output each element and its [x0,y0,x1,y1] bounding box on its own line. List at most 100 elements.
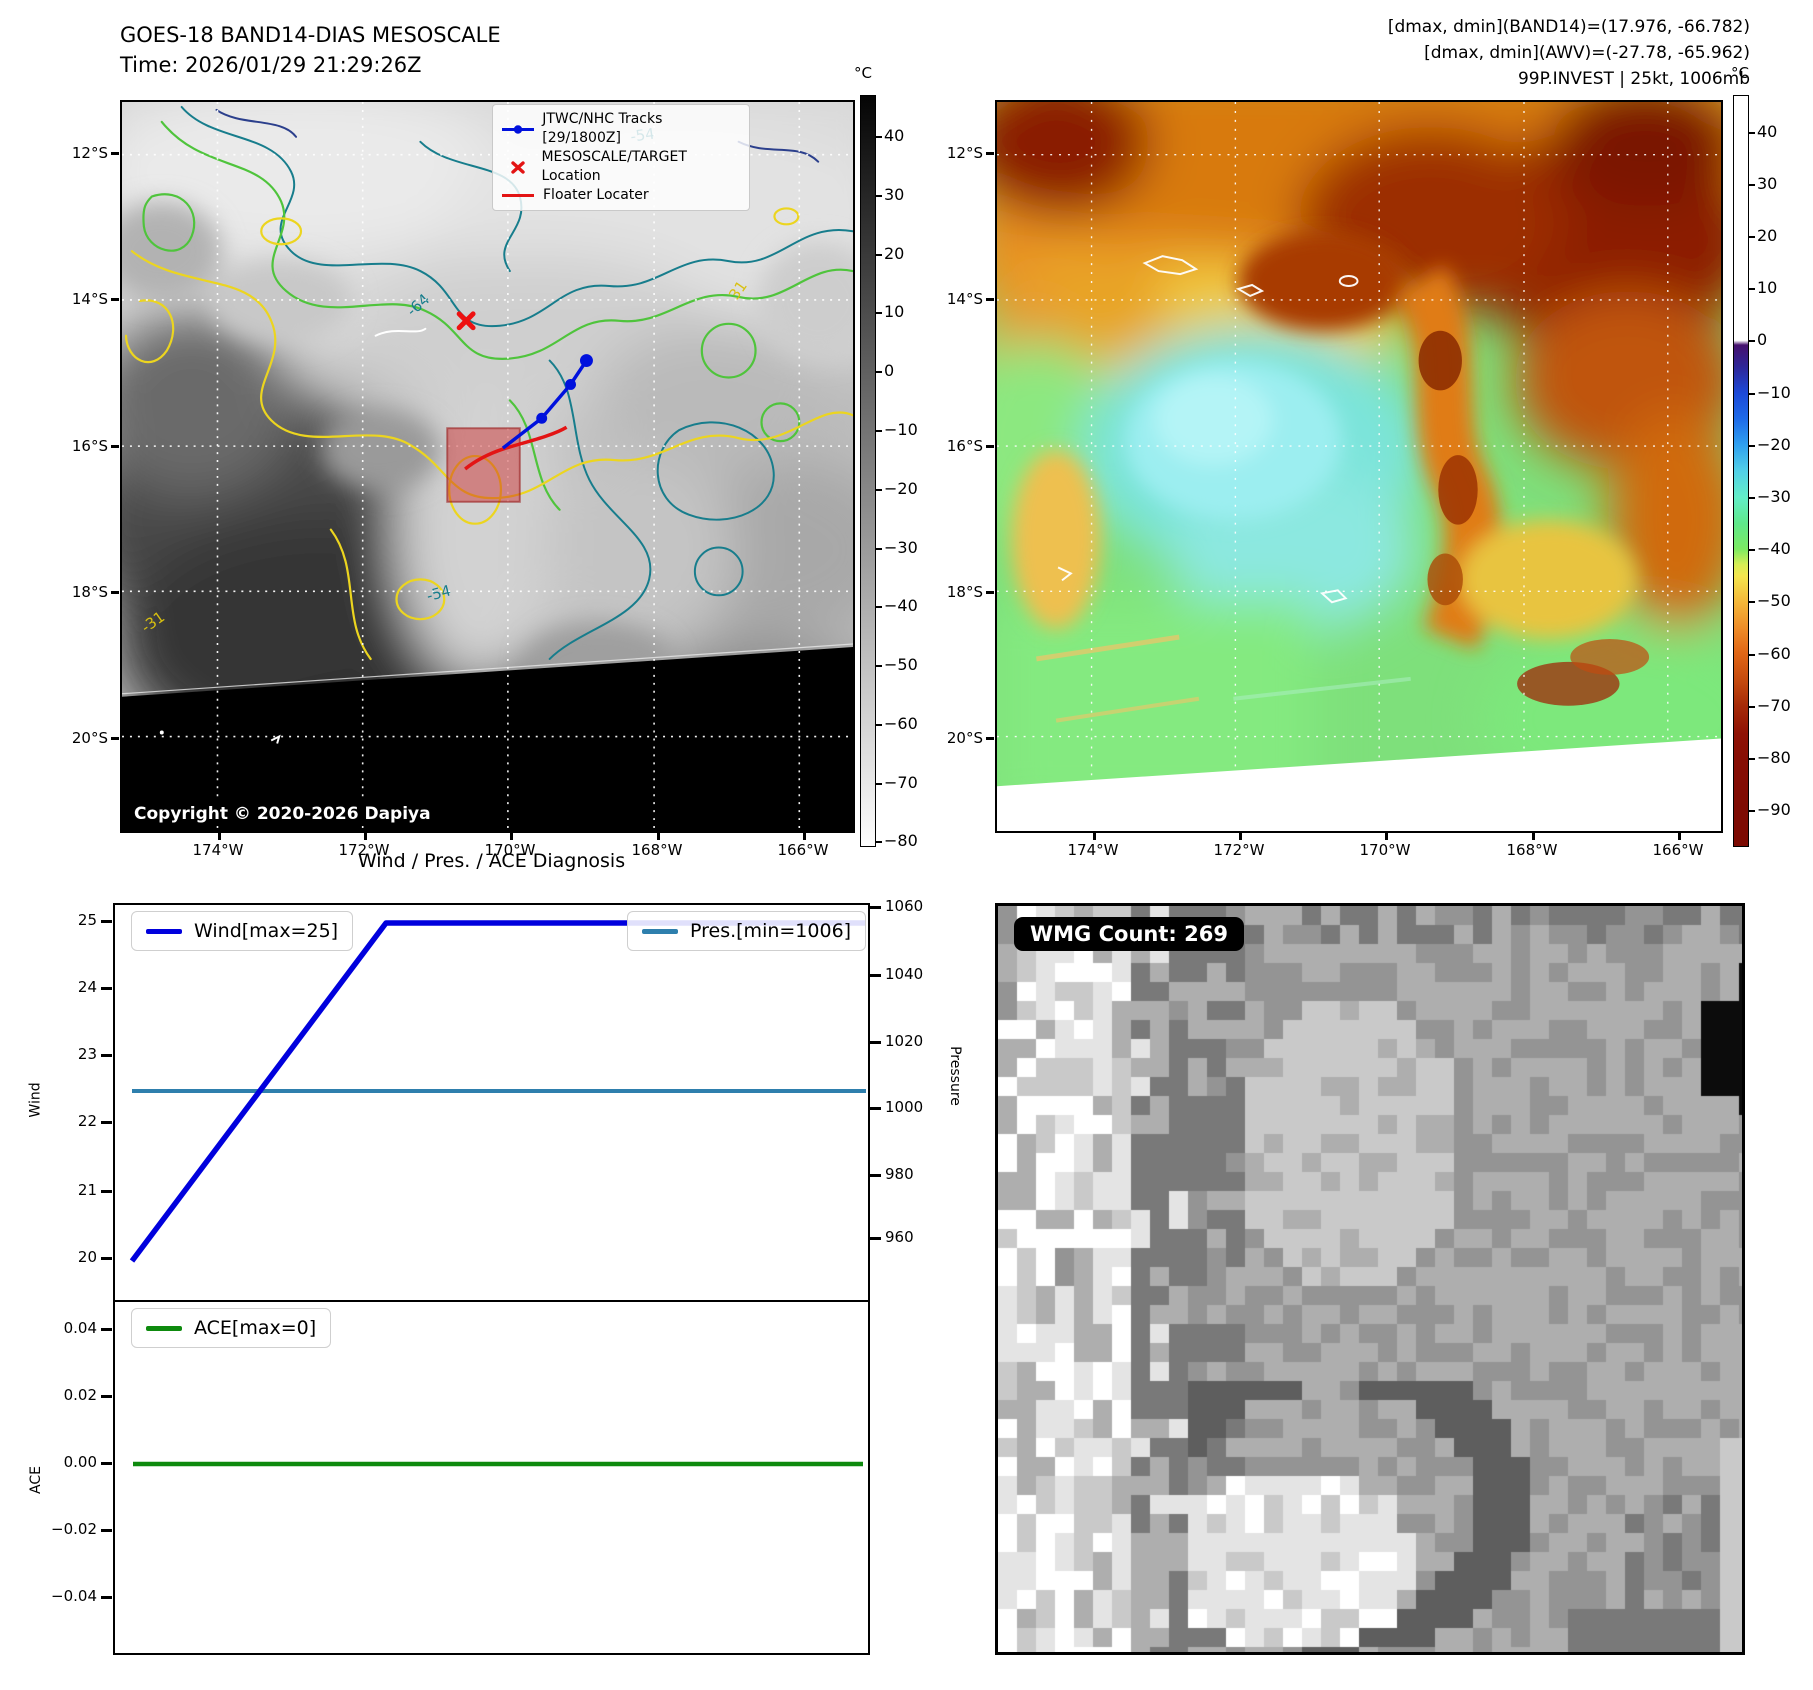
wind-pres-lines [129,920,866,1263]
legend-label: MESOSCALE/TARGET Location [541,149,687,184]
pressure-tick: 980 [870,1165,945,1183]
colorbar-tick: 40 [875,126,905,145]
colorbar-tick: 30 [1748,174,1778,193]
wind-tick: 23 [37,1045,112,1063]
colorbar-tick: 20 [875,244,905,263]
wind-tick: 25 [37,911,112,929]
colorbar-tick: −40 [876,596,918,615]
wind-legend-label: Wind[max=25] [194,920,339,942]
lon-tick-label: 168°W [1492,833,1572,859]
track-line-icon [502,124,534,134]
band14-colorbar [860,95,876,847]
legend-item-target: MESOSCALE/TARGET Location [501,148,741,186]
colorbar-tick: −70 [876,773,918,792]
lon-tick-label: 172°W [1199,833,1279,859]
colorbar-tick: −50 [1749,591,1791,610]
band14-imagery: -54 -64 -54 31 -31 [122,102,853,831]
wmg-pixel-image [998,906,1742,1652]
target-x-marker [456,311,476,331]
x-marker-icon [511,160,525,174]
colorbar-tick: −80 [876,831,918,850]
pressure-tick: 1060 [870,897,945,915]
ace-line-swatch [146,1325,182,1331]
page-title: GOES-18 BAND14-DIAS MESOSCALE [120,23,501,47]
ace-plot [113,1300,870,1655]
lon-tick-label: 174°W [178,833,258,859]
awv-colorbar [1733,95,1749,847]
legend-label: Floater Locater [543,187,649,203]
ace-tick: −0.02 [37,1520,112,1538]
stats-block: [dmax, dmin](BAND14)=(17.976, -66.782) [… [1388,14,1750,92]
lat-tick-label: 18°S [28,583,119,601]
wind-tick: 24 [37,978,112,996]
lon-tick-label: 170°W [470,833,550,859]
pres-legend-label: Pres.[min=1006] [690,920,852,942]
colorbar-tick: −60 [1749,644,1791,663]
pressure-tick: 1020 [870,1032,945,1050]
ace-tick: 0.00 [37,1453,112,1471]
colorbar-tick: −30 [876,538,918,557]
wind-legend: Wind[max=25] [131,911,354,951]
colorbar-tick: −40 [1749,539,1791,558]
ace-lines [133,1461,863,1467]
chart-title: Wind / Pres. / ACE Diagnosis [357,850,626,872]
pressure-axis-label: Pressure [946,1046,963,1106]
pressure-tick: 1000 [870,1098,945,1116]
wind-tick: 20 [37,1248,112,1266]
lat-tick-label: 14°S [903,290,994,308]
timestamp: Time: 2026/01/29 21:29:26Z [120,53,422,77]
colorbar-unit: °C [854,64,872,82]
wmg-image-panel [995,903,1745,1655]
copyright-badge: Copyright © 2020-2026 Dapiya [125,802,440,826]
ace-legend-label: ACE[max=0] [194,1317,317,1339]
colorbar-tick: 10 [1748,278,1778,297]
band14-map: -54 -64 -54 31 -31 [120,100,855,833]
lon-tick-label: 166°W [763,833,843,859]
colorbar-tick: 10 [875,302,905,321]
colorbar-tick: 0 [875,361,895,380]
lat-tick-label: 20°S [903,729,994,747]
colorbar-tick: 30 [875,185,905,204]
lon-tick-label: 172°W [324,833,404,859]
lon-tick-label: 174°W [1053,833,1133,859]
wind-tick: 21 [37,1181,112,1199]
ace-legend: ACE[max=0] [131,1308,332,1348]
wmg-count-badge: WMG Count: 269 [1014,917,1244,951]
colorbar-tick: −70 [1749,696,1791,715]
colorbar-unit: °C [1731,64,1749,82]
pressure-tick: 1040 [870,965,945,983]
colorbar-tick: −10 [876,420,918,439]
colorbar-tick: −20 [1749,435,1791,454]
dmax-dmin-awv: [dmax, dmin](AWV)=(-27.78, -65.962) [1424,43,1750,63]
colorbar-tick: −60 [876,714,918,733]
lat-tick-label: 12°S [903,144,994,162]
colorbar-tick: 20 [1748,226,1778,245]
ace-tick: −0.04 [37,1587,112,1605]
ace-tick: 0.02 [37,1386,112,1404]
pressure-tick: 960 [870,1228,945,1246]
map-legend: JTWC/NHC Tracks [29/1800Z] MESOSCALE/TAR… [492,104,750,211]
lat-tick-label: 20°S [28,729,119,747]
awv-map [995,100,1723,833]
colorbar-tick: 0 [1748,330,1768,349]
legend-item-floater: Floater Locater [501,186,741,205]
wind-line-swatch [146,928,182,934]
colorbar-tick: −80 [1749,748,1791,767]
pres-legend: Pres.[min=1006] [627,911,867,951]
floater-line-icon [502,194,534,197]
wind-tick: 22 [37,1112,112,1130]
floater-locater-line [464,425,568,471]
colorbar-tick: −90 [1749,800,1791,819]
legend-item-tracks: JTWC/NHC Tracks [29/1800Z] [501,110,741,148]
ace-tick: 0.04 [37,1319,112,1337]
contour-label: -54 [425,581,453,605]
lon-tick-label: 170°W [1345,833,1425,859]
invest-info: 99P.INVEST | 25kt, 1006mb [1517,69,1750,89]
colorbar-tick: −30 [1749,487,1791,506]
colorbar-tick: −10 [1749,383,1791,402]
pres-line-swatch [642,928,678,934]
legend-label: JTWC/NHC Tracks [29/1800Z] [542,111,663,146]
jtwc-track [501,354,593,450]
awv-imagery [997,102,1721,831]
colorbar-tick: 40 [1748,122,1778,141]
